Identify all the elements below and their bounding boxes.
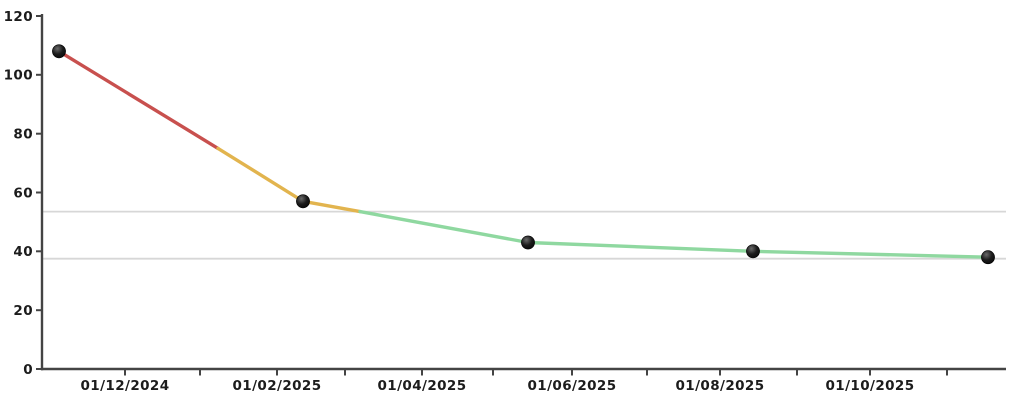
y-axis-tick-label: 20 <box>13 303 33 319</box>
y-axis-tick-label: 60 <box>13 185 33 201</box>
y-axis-tick-label: 100 <box>4 68 33 84</box>
data-point[interactable] <box>52 44 66 59</box>
data-point[interactable] <box>981 250 995 265</box>
x-axis-tick-label: 01/10/2025 <box>825 378 914 394</box>
y-axis-tick-label: 40 <box>13 244 33 260</box>
x-axis-tick-label: 01/06/2025 <box>527 378 616 394</box>
trend-segment-normal-zone-green <box>358 209 990 259</box>
y-axis-tick-label: 80 <box>13 127 33 143</box>
x-axis-tick-label: 01/08/2025 <box>675 378 764 394</box>
x-axis-tick-label: 01/12/2024 <box>80 378 169 394</box>
y-axis-tick-label: 0 <box>23 362 33 378</box>
trend-segment-mid-zone-amber <box>216 146 362 214</box>
data-point[interactable] <box>521 235 535 250</box>
x-axis-tick-label: 01/04/2025 <box>377 378 466 394</box>
trend-segment-high-zone-red <box>57 49 220 151</box>
data-point[interactable] <box>296 194 310 209</box>
data-point[interactable] <box>746 244 760 259</box>
x-axis-tick-label: 01/02/2025 <box>232 378 321 394</box>
y-axis-tick-label: 120 <box>4 9 33 25</box>
